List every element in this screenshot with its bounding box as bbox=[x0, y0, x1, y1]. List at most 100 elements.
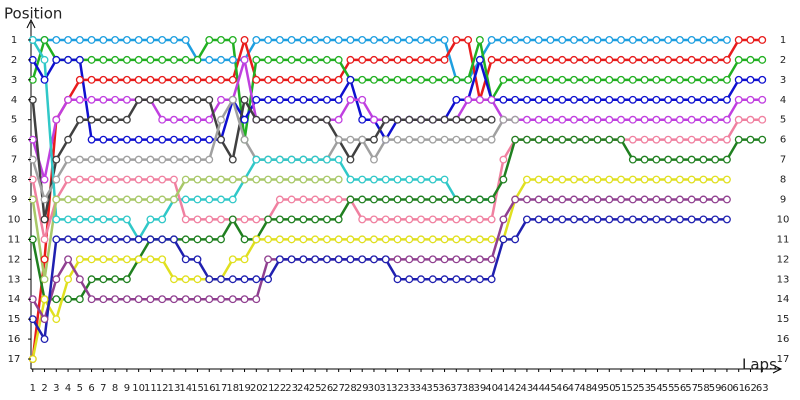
lap-point bbox=[146, 55, 155, 64]
lap-point bbox=[487, 255, 496, 264]
lap-point bbox=[334, 215, 343, 224]
x-tick-label: 15 bbox=[191, 383, 204, 394]
lap-point bbox=[193, 95, 202, 104]
x-tick-label: 27 bbox=[332, 383, 345, 394]
lap-point bbox=[393, 175, 402, 184]
lap-point bbox=[146, 95, 155, 104]
lap-point bbox=[264, 115, 273, 124]
lap-point bbox=[87, 235, 96, 244]
lap-point bbox=[605, 115, 614, 124]
lap-point bbox=[287, 195, 296, 204]
lap-point bbox=[417, 275, 425, 284]
lap-point bbox=[546, 75, 555, 84]
lap-point bbox=[240, 295, 249, 304]
lap-point bbox=[522, 55, 531, 64]
y-tick-label: 15 bbox=[8, 314, 21, 325]
lap-point bbox=[370, 35, 378, 44]
lap-point bbox=[158, 75, 167, 84]
lap-point bbox=[511, 35, 520, 44]
lap-point bbox=[487, 195, 496, 204]
lap-point bbox=[87, 175, 96, 184]
lap-point bbox=[40, 255, 49, 264]
lap-point bbox=[122, 55, 131, 64]
lap-point bbox=[511, 95, 520, 104]
lap-point bbox=[699, 75, 708, 84]
lap-point bbox=[170, 155, 178, 164]
lap-point bbox=[322, 55, 331, 64]
lap-point bbox=[570, 195, 578, 204]
lap-point bbox=[452, 95, 461, 104]
lap-point bbox=[228, 35, 237, 44]
lap-point bbox=[252, 115, 261, 124]
lap-point bbox=[628, 55, 637, 64]
lap-point bbox=[146, 35, 155, 44]
lap-point bbox=[52, 235, 61, 244]
lap-point bbox=[393, 195, 402, 204]
lap-point bbox=[440, 175, 449, 184]
lap-point bbox=[358, 75, 367, 84]
lap-point bbox=[40, 315, 49, 324]
lap-point bbox=[275, 155, 284, 164]
lap-point bbox=[64, 195, 73, 204]
lap-point bbox=[111, 295, 120, 304]
y-tick-label: 5 bbox=[11, 115, 17, 126]
lap-point bbox=[381, 215, 390, 224]
lap-point bbox=[581, 195, 590, 204]
lap-point bbox=[217, 295, 225, 304]
lap-point bbox=[122, 295, 131, 304]
lap-point bbox=[40, 215, 49, 224]
lap-point bbox=[487, 95, 496, 104]
lap-point bbox=[205, 295, 214, 304]
lap-point bbox=[487, 215, 496, 224]
lap-point bbox=[393, 135, 402, 144]
lap-point bbox=[358, 215, 367, 224]
lap-point bbox=[217, 175, 225, 184]
x-tick-label: 13 bbox=[168, 383, 181, 394]
lap-point bbox=[299, 95, 308, 104]
lap-point bbox=[511, 195, 520, 204]
lap-point bbox=[734, 135, 743, 144]
lap-point bbox=[87, 155, 96, 164]
lap-point bbox=[640, 155, 649, 164]
lap-point bbox=[170, 195, 178, 204]
x-tick-label: 24 bbox=[297, 383, 310, 394]
y-tick-label: 9 bbox=[11, 194, 17, 205]
lap-point bbox=[734, 75, 743, 84]
lap-point bbox=[158, 135, 167, 144]
lap-point bbox=[675, 195, 684, 204]
lap-point bbox=[275, 35, 284, 44]
lap-point bbox=[158, 35, 167, 44]
lap-point bbox=[170, 35, 178, 44]
lap-point bbox=[228, 175, 237, 184]
lap-point bbox=[711, 35, 720, 44]
x-tick-label: 2 bbox=[41, 383, 47, 394]
lap-point bbox=[181, 235, 190, 244]
lap-point bbox=[64, 175, 73, 184]
x-tick-label: 21 bbox=[262, 383, 275, 394]
lap-point bbox=[605, 135, 614, 144]
x-tick-label: 53 bbox=[638, 383, 651, 394]
lap-point bbox=[264, 35, 273, 44]
x-tick-label: 41 bbox=[497, 383, 510, 394]
x-tick-label: 16 bbox=[203, 383, 216, 394]
lap-point bbox=[722, 55, 731, 64]
x-tick-label: 48 bbox=[579, 383, 592, 394]
lap-point bbox=[628, 95, 637, 104]
lap-point bbox=[640, 195, 649, 204]
lap-point bbox=[605, 55, 614, 64]
lap-point bbox=[617, 75, 625, 84]
lap-point bbox=[217, 275, 225, 284]
lap-point bbox=[570, 35, 578, 44]
lap-point bbox=[534, 215, 543, 224]
lap-point bbox=[52, 315, 61, 324]
lap-point bbox=[593, 35, 602, 44]
lap-point bbox=[593, 195, 602, 204]
y-tick-label-right: 11 bbox=[777, 234, 790, 245]
lap-point bbox=[675, 155, 684, 164]
lap-point bbox=[570, 215, 578, 224]
lap-point bbox=[534, 115, 543, 124]
lap-point bbox=[311, 115, 320, 124]
lap-point bbox=[170, 55, 178, 64]
lap-point bbox=[99, 275, 108, 284]
